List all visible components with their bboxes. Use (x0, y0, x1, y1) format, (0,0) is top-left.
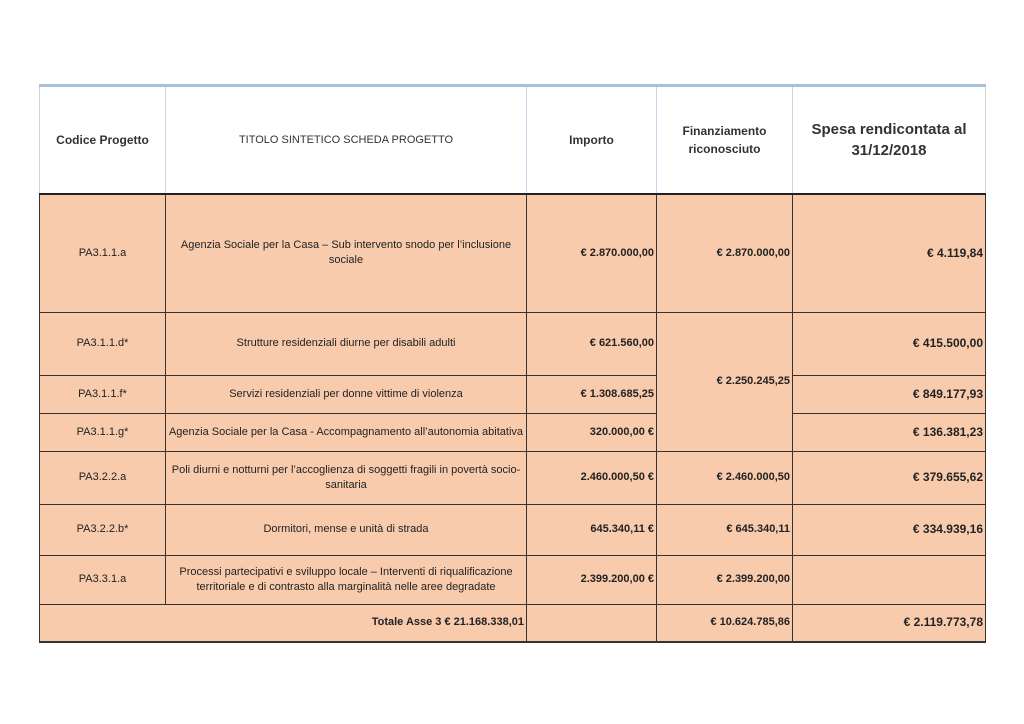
row-amount: 2.399.200,00 € (526, 554, 657, 605)
table-row: PA3.1.1.g* Agenzia Sociale per la Casa -… (39, 412, 986, 452)
table-row: PA3.2.2.b* Dormitori, mense e unità di s… (39, 503, 986, 556)
row-funding: € 2.870.000,00 (656, 193, 793, 313)
row-spent (792, 554, 986, 605)
row-spent: € 379.655,62 (792, 450, 986, 505)
row-amount: 645.340,11 € (526, 503, 657, 556)
row-spent: € 849.177,93 (792, 374, 986, 414)
row-amount: 2.460.000,50 € (526, 450, 657, 505)
row-amount: 320.000,00 € (526, 412, 657, 452)
project-table: Codice Progetto TITOLO SINTETICO SCHEDA … (39, 84, 986, 643)
row-spent: € 334.939,16 (792, 503, 986, 556)
row-code: PA3.2.2.b* (39, 503, 166, 556)
table-row: PA3.3.1.a Processi partecipativi e svilu… (39, 554, 986, 605)
row-title: Dormitori, mense e unità di strada (165, 503, 527, 556)
row-title: Poli diurni e notturni per l’accoglienza… (165, 450, 527, 505)
row-title: Strutture residenziali diurne per disabi… (165, 311, 527, 376)
row-funding: € 645.340,11 (656, 503, 793, 556)
total-funding: € 10.624.785,86 (656, 603, 793, 643)
row-title: Agenzia Sociale per la Casa – Sub interv… (165, 193, 527, 313)
row-spent: € 136.381,23 (792, 412, 986, 452)
header-code: Codice Progetto (39, 85, 166, 194)
row-amount: € 621.560,00 (526, 311, 657, 376)
header-spent: Spesa rendicontata al 31/12/2018 (792, 85, 986, 194)
row-spent: € 4.119,84 (792, 193, 986, 313)
row-code: PA3.3.1.a (39, 554, 166, 605)
row-code: PA3.1.1.a (39, 193, 166, 313)
row-code: PA3.2.2.a (39, 450, 166, 505)
row-amount: € 1.308.685,25 (526, 374, 657, 414)
table-row: PA3.1.1.d* Strutture residenziali diurne… (39, 311, 986, 452)
row-code: PA3.1.1.g* (39, 412, 166, 452)
table-row: PA3.1.1.a Agenzia Sociale per la Casa – … (39, 193, 986, 313)
row-funding: € 2.399.200,00 (656, 554, 793, 605)
header-row: Codice Progetto TITOLO SINTETICO SCHEDA … (39, 85, 986, 194)
row-title: Agenzia Sociale per la Casa - Accompagna… (165, 412, 527, 452)
row-funding: € 2.460.000,50 (656, 450, 793, 505)
table-row: PA3.2.2.a Poli diurni e notturni per l’a… (39, 450, 986, 505)
table-row: PA3.1.1.f* Servizi residenziali per donn… (39, 374, 986, 414)
total-row: Totale Asse 3 € 21.168.338,01 € 10.624.7… (39, 603, 986, 643)
header-title: TITOLO SINTETICO SCHEDA PROGETTO (165, 85, 527, 194)
row-code: PA3.1.1.f* (39, 374, 166, 414)
row-code: PA3.1.1.d* (39, 311, 166, 376)
total-spent: € 2.119.773,78 (792, 603, 986, 643)
row-amount: € 2.870.000,00 (526, 193, 657, 313)
header-amount: Importo (526, 85, 657, 194)
row-title: Processi partecipativi e sviluppo locale… (165, 554, 527, 605)
row-spent: € 415.500,00 (792, 311, 986, 376)
row-title: Servizi residenziali per donne vittime d… (165, 374, 527, 414)
total-amount (526, 603, 657, 643)
total-label: Totale Asse 3 € 21.168.338,01 (39, 603, 527, 643)
header-funding: Finanziamento riconosciuto (656, 85, 793, 194)
row-funding-merged: € 2.250.245,25 (656, 311, 793, 452)
